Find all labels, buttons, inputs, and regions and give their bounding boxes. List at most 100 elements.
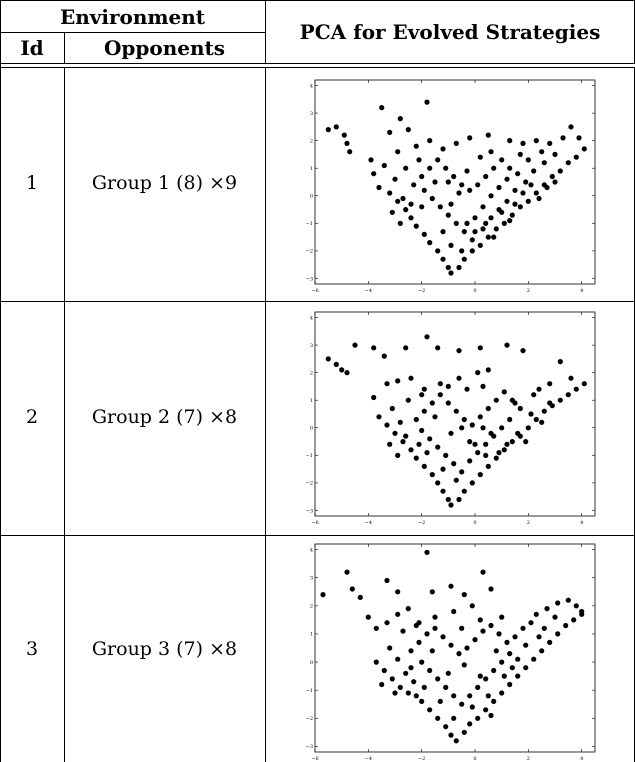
scatter-point bbox=[437, 381, 443, 387]
rule-pca-col bbox=[265, 0, 266, 63]
scatter-point bbox=[488, 586, 494, 592]
scatter-point bbox=[491, 698, 497, 704]
x-tick-label: 2 bbox=[527, 288, 530, 294]
scatter-point bbox=[448, 502, 454, 508]
scatter-point bbox=[435, 345, 441, 351]
scatter-point bbox=[320, 592, 326, 598]
scatter-point bbox=[435, 157, 441, 163]
scatter-point bbox=[392, 690, 398, 696]
scatter-point bbox=[456, 651, 462, 657]
scatter-point bbox=[520, 348, 526, 354]
scatter-point bbox=[453, 140, 459, 146]
scatter-point bbox=[381, 667, 387, 674]
scatter-point bbox=[541, 160, 547, 166]
scatter-point bbox=[512, 187, 518, 193]
scatter-point bbox=[445, 179, 451, 185]
scatter-point bbox=[477, 414, 483, 420]
scatter-point bbox=[515, 171, 521, 177]
scatter-point bbox=[424, 450, 430, 456]
scatter-point bbox=[427, 138, 433, 144]
scatter-point bbox=[389, 209, 395, 215]
pca-scatter-plot-3: −6 −4 −2 0 2 4 −3 −2 −1 0 1 2 3 4 bbox=[306, 543, 596, 762]
scatter-point bbox=[504, 198, 510, 204]
scatter-point bbox=[411, 182, 417, 188]
scatter-point bbox=[440, 466, 446, 472]
scatter-point bbox=[381, 162, 387, 169]
rule-header-double bbox=[0, 67, 635, 68]
scatter-point bbox=[536, 386, 542, 392]
scatter-point bbox=[419, 204, 425, 210]
scatter-point bbox=[560, 135, 566, 141]
scatter-point bbox=[501, 389, 507, 395]
scatter-point bbox=[379, 681, 385, 688]
scatter-point bbox=[445, 264, 451, 271]
scatter-point bbox=[507, 651, 513, 657]
scatter-point bbox=[491, 234, 497, 240]
scatter-point bbox=[464, 386, 470, 392]
scatter-point bbox=[427, 240, 433, 246]
scatter-point bbox=[427, 436, 433, 442]
scatter-point bbox=[453, 220, 459, 226]
scatter-point bbox=[488, 622, 494, 629]
scatter-point bbox=[368, 157, 374, 163]
scatter-point bbox=[533, 190, 539, 196]
scatter-point bbox=[429, 400, 435, 406]
scatter-point bbox=[469, 248, 475, 254]
scatter-point bbox=[552, 179, 558, 185]
scatter-point bbox=[395, 611, 401, 617]
header-id: Id bbox=[20, 36, 44, 60]
scatter-point bbox=[493, 226, 499, 232]
scatter-point bbox=[408, 215, 414, 221]
scatter-point bbox=[467, 135, 473, 141]
scatter-point bbox=[437, 392, 443, 398]
rule-left bbox=[0, 0, 1, 762]
scatter-point bbox=[421, 684, 427, 690]
scatter-point bbox=[341, 132, 347, 138]
scatter-point bbox=[547, 400, 553, 406]
scatter-point bbox=[477, 617, 483, 623]
scatter-point bbox=[440, 146, 446, 152]
x-tick-label: −2 bbox=[418, 756, 425, 762]
scatter-point bbox=[344, 370, 350, 376]
y-tick-label: 2 bbox=[310, 138, 313, 144]
scatter-point bbox=[416, 441, 422, 447]
scatter-point bbox=[488, 712, 494, 719]
scatter-point bbox=[515, 656, 521, 662]
scatter-point bbox=[581, 146, 587, 152]
y-tick-label: −2 bbox=[306, 249, 313, 255]
y-tick-label: −3 bbox=[306, 508, 313, 514]
scatter-point bbox=[517, 151, 523, 157]
scatter-point bbox=[507, 416, 513, 423]
scatter-point bbox=[539, 419, 545, 425]
scatter-point bbox=[480, 226, 486, 232]
scatter-point bbox=[483, 441, 489, 447]
scatter-point bbox=[512, 400, 518, 406]
scatter-point bbox=[472, 229, 478, 235]
scatter-point bbox=[445, 212, 451, 218]
scatter-point bbox=[507, 138, 513, 144]
scatter-point bbox=[523, 665, 529, 671]
scatter-point bbox=[408, 375, 414, 381]
scatter-point bbox=[509, 212, 515, 218]
scatter-point bbox=[480, 569, 486, 575]
scatter-point bbox=[333, 361, 339, 367]
pca-scatter-plot-1: −6 −4 −2 0 2 4 −3 −2 −1 0 1 2 3 4 bbox=[306, 79, 596, 294]
scatter-point bbox=[413, 223, 419, 229]
scatter-point bbox=[448, 270, 454, 276]
scatter-point bbox=[496, 631, 502, 637]
rule-pca-col-body bbox=[265, 67, 266, 762]
scatter-point bbox=[443, 165, 449, 171]
scatter-point bbox=[437, 698, 443, 704]
y-tick-label: −3 bbox=[306, 276, 313, 282]
plot-frame bbox=[314, 543, 596, 753]
y-tick-label: 0 bbox=[310, 660, 313, 666]
scatter-point bbox=[435, 480, 441, 486]
x-tick-label: −6 bbox=[311, 520, 318, 526]
scatter-point bbox=[523, 179, 529, 185]
x-tick-label: 4 bbox=[580, 756, 583, 762]
scatter-point bbox=[456, 264, 462, 271]
rule-row1-bottom bbox=[0, 301, 635, 302]
scatter-point bbox=[464, 220, 470, 226]
scatter-point bbox=[405, 397, 411, 403]
scatter-point bbox=[344, 569, 350, 575]
